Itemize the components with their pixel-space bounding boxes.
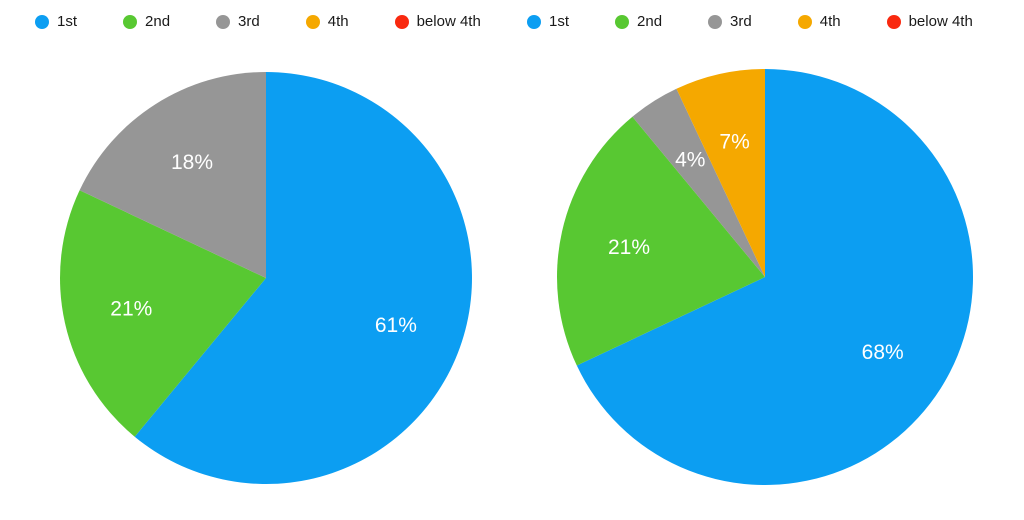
legend-swatch-icon	[797, 14, 812, 29]
pie-slice-label: 61%	[375, 314, 417, 337]
legend-swatch-icon	[305, 14, 320, 29]
pie-chart-right: 68% 21% 4% 7%	[557, 69, 974, 485]
pie-slice-label: 21%	[608, 236, 650, 259]
legend-right: 1st 2nd 3rd 4th below 4th	[527, 14, 973, 29]
chart-left: 1st 2nd 3rd 4th below 4th 61% 21% 18%	[35, 14, 481, 485]
pie-slice-label: 18%	[171, 151, 213, 174]
legend-swatch-icon	[394, 14, 409, 29]
pie-slice-label: 4%	[675, 149, 705, 172]
pie-slice-3rd	[79, 72, 266, 278]
legend-label: 1st	[57, 13, 78, 30]
legend-item-4th[interactable]: 4th	[797, 13, 841, 30]
legend-swatch-icon	[216, 14, 231, 29]
legend-item-3rd[interactable]: 3rd	[216, 14, 260, 29]
legend-label: 3rd	[238, 13, 260, 30]
legend-item-1st[interactable]: 1st	[35, 14, 77, 29]
legend-label: 3rd	[730, 13, 752, 30]
legend-label: below 4th	[908, 13, 973, 30]
pie-slice-2nd	[60, 190, 266, 437]
pie-slice-4th	[676, 69, 765, 277]
pie-slice-2nd	[557, 116, 765, 366]
chart-right: 1st 2nd 3rd 4th below 4th 68% 21% 4% 7%	[512, 0, 1024, 520]
legend-item-below-4th[interactable]: below 4th	[886, 13, 973, 30]
legend-item-below-4th[interactable]: below 4th	[394, 13, 481, 30]
legend-item-3rd[interactable]: 3rd	[708, 14, 752, 29]
legend-label: 4th	[327, 13, 349, 30]
legend-item-2nd[interactable]: 2nd	[123, 14, 170, 29]
legend-swatch-icon	[35, 14, 49, 29]
legend-swatch-icon	[708, 14, 723, 29]
legend-item-2nd[interactable]: 2nd	[615, 14, 662, 29]
legend-left: 1st 2nd 3rd 4th below 4th	[35, 14, 481, 29]
legend-swatch-icon	[123, 14, 138, 29]
pie-chart-left: 61% 21% 18%	[60, 72, 472, 485]
pie-slice-1st	[134, 72, 472, 485]
legend-label: below 4th	[416, 13, 481, 30]
pie-slice-label: 21%	[110, 297, 152, 320]
legend-swatch-icon	[615, 14, 630, 29]
legend-label: 1st	[549, 13, 570, 30]
legend-swatch-icon	[527, 14, 541, 29]
legend-label: 2nd	[637, 13, 663, 30]
legend-item-4th[interactable]: 4th	[305, 13, 349, 30]
pie-slice-3rd	[632, 88, 765, 277]
legend-swatch-icon	[886, 14, 901, 29]
pie-slice-label: 68%	[862, 341, 904, 364]
legend-item-1st[interactable]: 1st	[527, 14, 569, 29]
legend-label: 4th	[819, 13, 841, 30]
pie-slice-label: 7%	[719, 130, 749, 153]
pie-slice-1st	[576, 69, 974, 485]
legend-label: 2nd	[145, 13, 171, 30]
